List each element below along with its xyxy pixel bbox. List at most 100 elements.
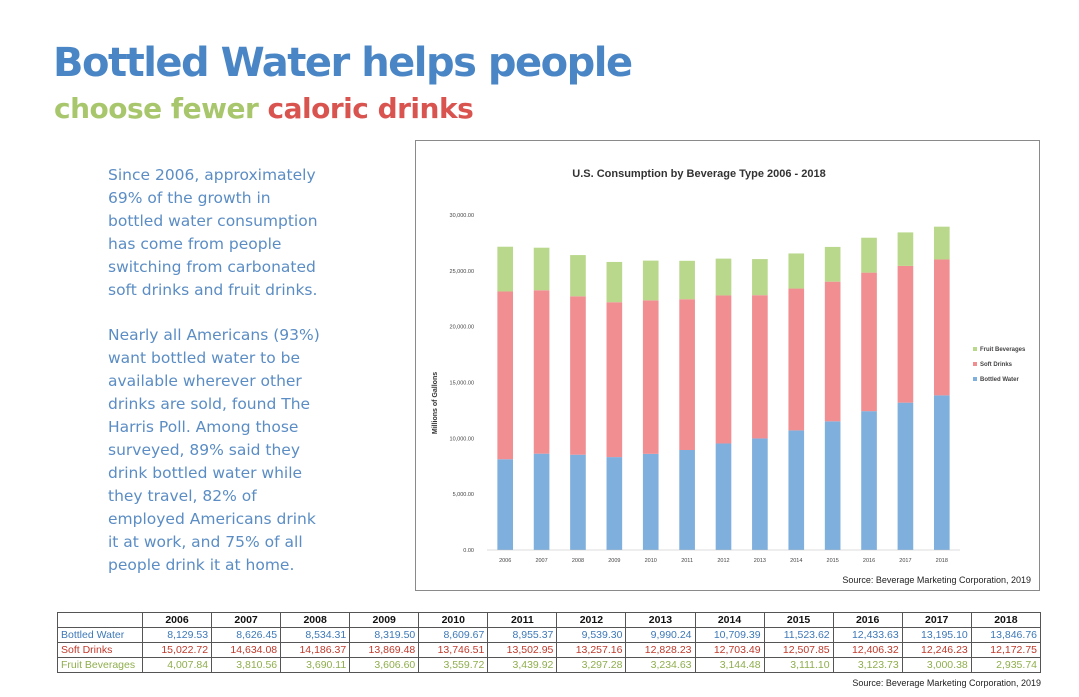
bar-soft-drinks-2017: [897, 265, 914, 403]
table-body: Bottled Water 8,129.53 8,626.45 8,534.31 8,3…: [57, 627, 1042, 673]
bar-fruit-beverages-2008: [570, 255, 586, 297]
bar-bottled-water-2015: [824, 421, 841, 550]
table-row-label: Fruit Beverages: [57, 657, 143, 673]
bar-fruit-beverages-2012: [715, 258, 732, 296]
body-line: Nearly all Americans (93%): [108, 326, 320, 344]
table-cell: 3,559.72: [418, 657, 489, 673]
x-tick-label: 2011: [681, 558, 693, 564]
bar-bottled-water-2016: [861, 411, 877, 550]
body-line: employed Americans drink: [108, 510, 316, 528]
y-tick-label: 0.00: [463, 548, 474, 554]
body-line: Since 2006, approximately: [108, 166, 316, 184]
body-line: has come from people: [108, 235, 282, 253]
bar-fruit-beverages-2017: [897, 232, 914, 266]
bar-soft-drinks-2016: [861, 272, 877, 412]
chart-source: Source: Beverage Marketing Corporation, …: [842, 575, 1031, 585]
table-row-label: Soft Drinks: [57, 642, 143, 658]
bar-bottled-water-2009: [606, 457, 623, 550]
x-tick-label: 2012: [717, 558, 729, 564]
body-line: they travel, 82% of: [108, 487, 257, 505]
bar-fruit-beverages-2015: [824, 246, 841, 282]
bar-bottled-water-2017: [897, 402, 914, 550]
table-cell: 3,810.56: [211, 657, 282, 673]
table-cell: 9,990.24: [625, 627, 696, 643]
table-cell: 3,690.11: [280, 657, 351, 673]
bar-fruit-beverages-2016: [861, 237, 877, 273]
bar-soft-drinks-2014: [788, 288, 805, 431]
y-tick-label: 20,000.00: [450, 325, 474, 331]
body-line: people drink it at home.: [108, 556, 295, 574]
table-cell: 15,022.72: [141, 642, 213, 658]
legend-swatch-fruit-beverages: [973, 347, 977, 351]
table-year-header: 2012: [556, 612, 627, 628]
legend: Fruit Beverages Soft Drinks Bottled Water: [973, 347, 1026, 383]
x-tick-label: 2018: [936, 558, 948, 564]
x-tick-label: 2009: [608, 558, 620, 564]
x-tick-label: 2014: [790, 558, 802, 564]
table-cell: 8,955.37: [487, 627, 558, 643]
y-axis-label: Millions of Gallons: [432, 372, 439, 434]
body-paragraph-2: Nearly all Americans (93%) want bottled …: [108, 324, 358, 577]
page-title: Bottled Water helps people: [53, 40, 633, 86]
table-year-header: 2010: [418, 612, 489, 628]
legend-swatch-bottled-water: [973, 377, 977, 381]
body-line: it at work, and 75% of all: [108, 533, 303, 551]
table-year-header: 2016: [832, 612, 903, 628]
y-tick-label: 15,000.00: [450, 381, 474, 387]
table-year-header: 2013: [625, 612, 696, 628]
table-cell: 12,433.63: [832, 627, 903, 643]
body-line: drinks are sold, found The: [108, 395, 311, 413]
table-year-header: 2017: [901, 612, 972, 628]
bar-fruit-beverages-2010: [642, 260, 659, 301]
bar-soft-drinks-2007: [533, 290, 550, 454]
table-header-row: 2006 2007 2008 2009 2010 2011 2012 2013 2014 2015…: [57, 612, 1042, 628]
bar-bottled-water-2008: [570, 454, 586, 550]
x-tick-label: 2013: [754, 558, 766, 564]
table-year-header: 2009: [349, 612, 420, 628]
table-year-header: 2007: [211, 612, 282, 628]
table-cell: 13,502.95: [487, 642, 558, 658]
table-cell: 12,828.23: [625, 642, 696, 658]
axis-group: 0.00 5,000.00 10,000.00 15,000.00 20,000.00 2…: [450, 213, 960, 564]
body-line: switching from carbonated: [108, 258, 316, 276]
bar-bottled-water-2018: [933, 395, 950, 550]
x-tick-label: 2008: [572, 558, 584, 564]
table-cell: 9,539.30: [556, 627, 627, 643]
chart-panel: U.S. Consumption by Beverage Type 2006 -…: [415, 140, 1040, 591]
table-cell: 12,246.23: [901, 642, 972, 658]
y-tick-label: 25,000.00: [450, 269, 474, 275]
x-tick-label: 2015: [827, 558, 839, 564]
table-year-header: 2015: [763, 612, 834, 628]
table-year-header: 2006: [141, 612, 213, 628]
bar-soft-drinks-2012: [715, 295, 732, 444]
bar-fruit-beverages-2006: [497, 246, 514, 292]
bar-fruit-beverages-2018: [933, 226, 950, 260]
page-subtitle: choose fewer caloric drinks: [54, 92, 474, 125]
table-cell: 12,507.85: [763, 642, 834, 658]
table-row: Bottled Water 8,129.53 8,626.45 8,534.31 8,3…: [57, 627, 1042, 643]
table-cell: 14,634.08: [211, 642, 282, 658]
chart-title: U.S. Consumption by Beverage Type 2006 -…: [572, 168, 826, 180]
bar-bottled-water-2010: [642, 453, 659, 550]
bars-group: [497, 226, 950, 550]
bar-fruit-beverages-2014: [788, 253, 805, 289]
table-cell: 13,746.51: [418, 642, 489, 658]
body-line: available wherever other: [108, 372, 302, 390]
bar-soft-drinks-2008: [570, 296, 586, 455]
table-cell: 3,000.38: [901, 657, 972, 673]
table-row: Soft Drinks 15,022.72 14,634.08 14,186.37 13…: [57, 642, 1042, 658]
table-row: Fruit Beverages 4,007.84 3,810.56 3,690.11 3…: [57, 657, 1042, 673]
bar-bottled-water-2014: [788, 430, 805, 550]
bar-fruit-beverages-2009: [606, 261, 623, 303]
table-corner-cell: [57, 612, 143, 628]
legend-label-fruit-beverages: Fruit Beverages: [980, 347, 1026, 353]
subtitle-part-2: caloric drinks: [267, 92, 474, 125]
body-line: bottled water consumption: [108, 212, 318, 230]
x-tick-label: 2017: [899, 558, 911, 564]
table-cell: 8,319.50: [349, 627, 420, 643]
bar-soft-drinks-2006: [497, 291, 514, 460]
table-cell: 4,007.84: [141, 657, 213, 673]
body-paragraph-1: Since 2006, approximately 69% of the gro…: [108, 164, 358, 302]
body-line: 69% of the growth in: [108, 189, 271, 207]
table-cell: 8,534.31: [280, 627, 351, 643]
